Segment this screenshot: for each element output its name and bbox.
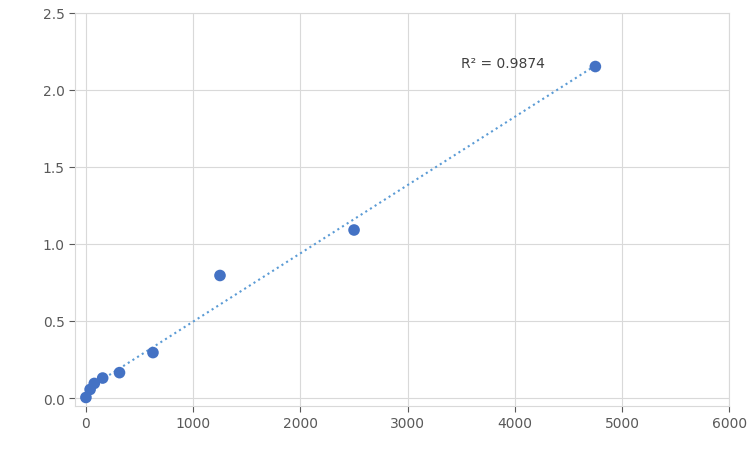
Point xyxy=(84,386,96,393)
Point xyxy=(147,349,159,356)
Point xyxy=(88,380,100,387)
Point xyxy=(590,64,602,71)
Point xyxy=(80,394,92,401)
Point xyxy=(214,272,226,280)
Text: R² = 0.9874: R² = 0.9874 xyxy=(461,57,545,71)
Point xyxy=(114,369,126,377)
Point xyxy=(97,375,109,382)
Point xyxy=(348,227,360,234)
